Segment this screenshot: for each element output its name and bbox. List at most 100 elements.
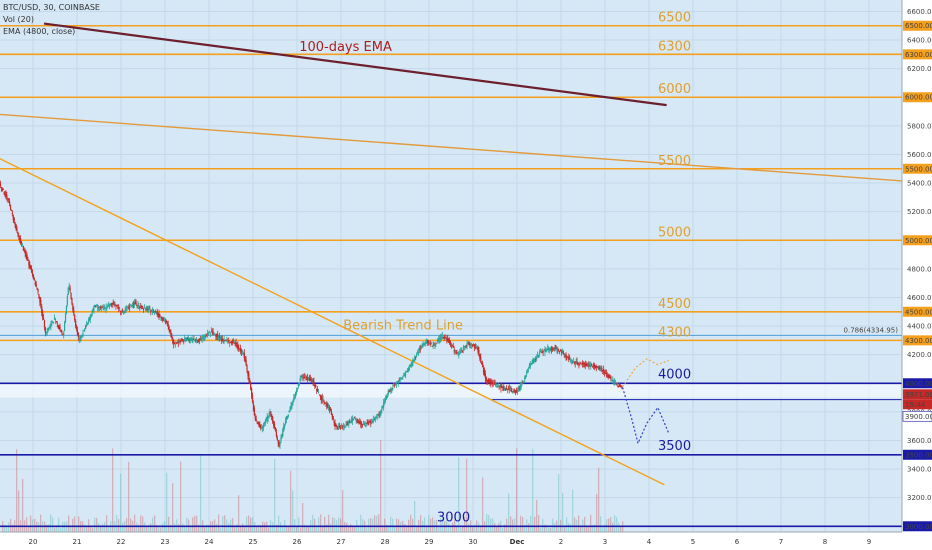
candle-body — [440, 337, 442, 339]
candle-body — [15, 224, 17, 230]
candle-body — [225, 339, 227, 341]
volume-bar — [480, 526, 482, 532]
candle-body — [454, 350, 456, 352]
candle-body — [246, 365, 248, 371]
y-tick-label: 6400.00 — [907, 37, 932, 45]
volume-bar — [252, 517, 254, 532]
volume-bar — [610, 517, 612, 532]
candle-body — [510, 390, 512, 391]
candle-body — [281, 433, 283, 438]
orange-level-label: 4300 — [658, 325, 691, 340]
candle-body — [369, 421, 371, 423]
ema-indicator-label[interactable]: EMA (4800, close) — [3, 27, 75, 36]
ema-label: 100-days EMA — [299, 40, 392, 55]
bearish-trend-line — [0, 158, 665, 486]
x-tick-label: 5 — [691, 538, 695, 546]
candle-body — [164, 321, 167, 323]
candle-body — [182, 339, 184, 341]
time-axis[interactable]: 20 21 22 23 24 25 26 27 28 29 30 Dec 2 3 4 5 6 7 8 9 — [0, 531, 902, 550]
candle-body — [603, 371, 606, 373]
candle-body — [477, 347, 479, 353]
volume-bar — [94, 517, 96, 532]
volume-bar — [552, 518, 554, 532]
volume-bar — [30, 515, 32, 532]
candle-body — [325, 404, 327, 406]
volume-bar — [264, 522, 266, 532]
candle-body — [106, 306, 108, 308]
candle-body — [273, 422, 275, 426]
candle-body — [69, 287, 71, 292]
candle-body — [175, 342, 178, 344]
candle-body — [486, 380, 488, 382]
volume-bar — [168, 516, 170, 532]
candle-body — [443, 337, 445, 339]
candle-body — [254, 416, 256, 420]
volume-indicator-label[interactable]: Vol (20) — [3, 15, 34, 24]
candle-body — [504, 388, 507, 390]
blue-level-tag-bg — [903, 449, 932, 460]
candle-body — [621, 387, 623, 389]
volume-bar — [440, 518, 442, 532]
price-axis[interactable]: 3200.003400.003600.003800.004200.004400.… — [901, 0, 932, 550]
candle-body — [172, 338, 174, 344]
volume-bar — [222, 516, 224, 532]
candle-body — [127, 307, 129, 309]
volume-bar — [616, 517, 618, 532]
candle-body — [561, 350, 563, 353]
candle-body — [322, 399, 324, 401]
volume-bar — [146, 526, 148, 532]
candle-body — [614, 382, 617, 384]
candle-body — [613, 380, 615, 382]
volume-bar — [322, 525, 324, 532]
candle-body — [247, 371, 249, 376]
x-tick-label: 8 — [823, 538, 827, 546]
candle-body — [330, 410, 332, 415]
candle-body — [595, 367, 597, 369]
candle-body — [608, 375, 610, 378]
volume-bar — [406, 525, 408, 532]
candle-body — [478, 350, 480, 357]
x-tick-label: 21 — [73, 538, 82, 546]
volume-bar — [136, 522, 138, 532]
candle-body — [176, 341, 178, 344]
candle-body — [499, 385, 501, 387]
candle-body — [557, 349, 559, 351]
volume-bar — [340, 518, 342, 532]
candle-body — [468, 344, 470, 346]
volume-bar — [566, 517, 568, 532]
volume-bar — [522, 516, 524, 532]
candle-body — [372, 419, 375, 421]
candle-body — [168, 326, 170, 330]
volume-bar — [458, 457, 460, 532]
orange-level-tag-bg — [903, 306, 932, 317]
candle-body — [355, 419, 357, 420]
candle-body — [180, 341, 182, 342]
candle-body — [607, 376, 609, 378]
y-tick-label: 5600.00 — [907, 151, 932, 159]
candle-body — [319, 395, 321, 397]
candle-body — [438, 339, 440, 341]
symbol-title[interactable]: BTC/USD, 30, COINBASE — [3, 3, 100, 12]
candle-body — [64, 314, 67, 322]
candle-body — [251, 388, 253, 396]
candle-body — [42, 312, 44, 318]
time-axis-bg — [0, 532, 902, 550]
candle-body — [488, 380, 490, 383]
candle-body — [196, 340, 198, 342]
orange-level-tag: 4300.00 — [905, 337, 932, 345]
candle-body — [316, 388, 318, 391]
candle-body — [138, 305, 140, 307]
candle-body — [565, 354, 567, 358]
price-tag: 19:44 — [905, 401, 926, 409]
candle-body — [126, 309, 128, 311]
y-tick-label: 4600.00 — [907, 294, 932, 302]
candle-body — [96, 305, 98, 307]
candle-body — [556, 349, 558, 351]
volume-bar — [430, 518, 432, 532]
volume-bar — [34, 518, 36, 532]
candle-body — [320, 396, 322, 400]
candle-body — [276, 437, 278, 441]
candle-body — [349, 421, 351, 423]
candle-body — [535, 358, 537, 360]
